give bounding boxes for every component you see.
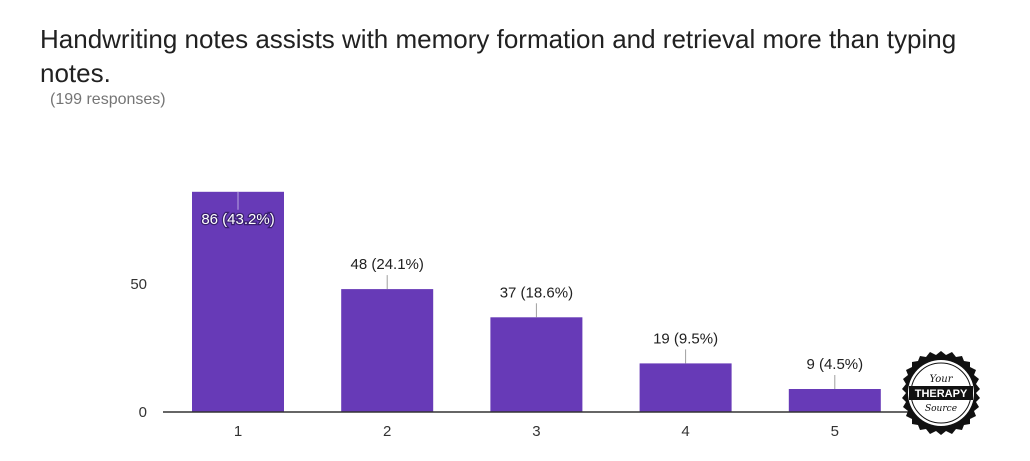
data-labels-group: 86 (43.2%) 48 (24.1%) 37 (18.6%) 19 (9.5%) 9…	[200, 191, 863, 389]
x-tick-label-5: 5	[831, 423, 839, 440]
therapy-source-logo: Your THERAPY Source	[902, 351, 980, 435]
bar-2[interactable]	[341, 289, 434, 412]
data-label-3: 37 (18.6%)	[500, 284, 573, 301]
x-tick-labels-group: 1 2 3 4 5	[234, 423, 839, 440]
data-label-2: 48 (24.1%)	[351, 256, 424, 273]
logo-line-2: THERAPY	[915, 388, 968, 400]
bar-4[interactable]	[639, 363, 732, 412]
response-count: (199 responses)	[50, 91, 166, 108]
bars-group	[192, 191, 881, 412]
y-tick-labels-group: 0 50	[130, 276, 147, 421]
y-tick-label-50: 50	[130, 276, 147, 293]
bar-5[interactable]	[788, 389, 881, 412]
y-tick-label-0: 0	[139, 404, 147, 421]
x-tick-label-1: 1	[234, 423, 242, 440]
data-label-5: 9 (4.5%)	[806, 356, 863, 373]
logo-line-1: Your	[930, 374, 954, 385]
x-tick-label-4: 4	[681, 423, 689, 440]
chart-title: Handwriting notes assists with memory fo…	[40, 24, 957, 88]
bar-1[interactable]	[192, 191, 284, 412]
logo-line-3: Source	[925, 404, 957, 414]
data-label-4: 19 (9.5%)	[653, 330, 718, 347]
logo-banner	[909, 386, 973, 400]
x-tick-label-2: 2	[383, 423, 391, 440]
data-label-1: 86 (43.2%)	[201, 211, 274, 228]
bar-3[interactable]	[490, 317, 583, 412]
x-tick-label-3: 3	[532, 423, 540, 440]
